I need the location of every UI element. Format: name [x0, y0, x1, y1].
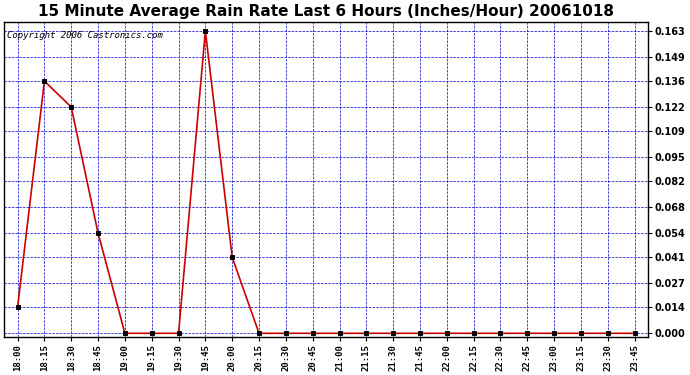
Title: 15 Minute Average Rain Rate Last 6 Hours (Inches/Hour) 20061018: 15 Minute Average Rain Rate Last 6 Hours… — [38, 4, 614, 19]
Text: Copyright 2006 Castronics.com: Copyright 2006 Castronics.com — [8, 31, 164, 40]
